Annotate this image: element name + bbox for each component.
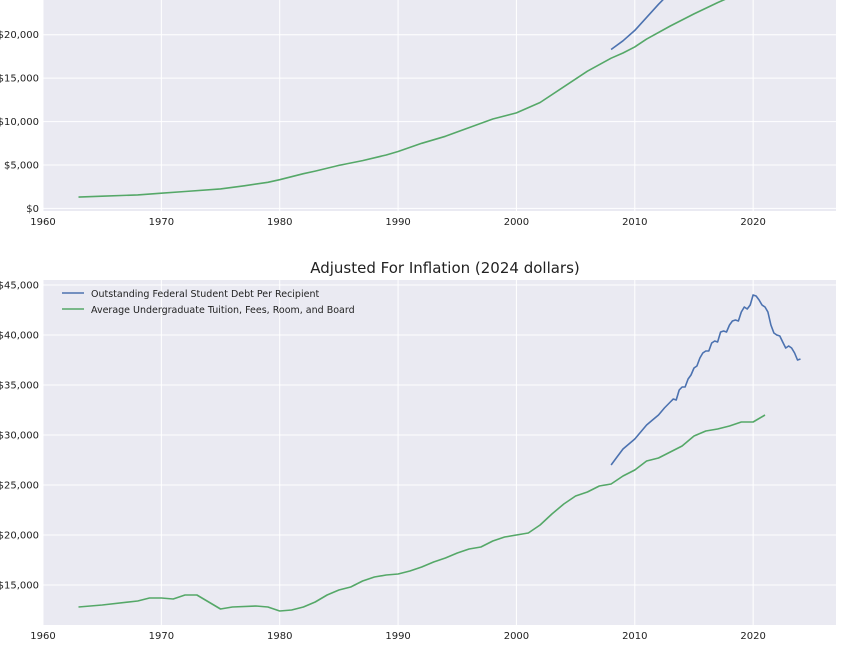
y-tick-label: $15,000 bbox=[0, 581, 39, 592]
bottom-chart-title: Adjusted For Inflation (2024 dollars) bbox=[310, 259, 580, 277]
bottom-chart-ticks: 1960 1970 1980 1990 2000 2010 2020 $15,000 $20,0… bbox=[0, 281, 766, 643]
bottom-chart-series bbox=[78, 294, 801, 612]
series-line-tuition bbox=[78, 0, 726, 198]
top-chart-series bbox=[78, 0, 726, 198]
bottom-chart-legend: Outstanding Federal Student Debt Per Rec… bbox=[62, 289, 355, 316]
x-tick-label: 1960 bbox=[30, 631, 55, 642]
bottom-chart-plot-area bbox=[43, 280, 836, 625]
y-tick-label: $45,000 bbox=[0, 281, 39, 292]
legend-label-tuition: Average Undergraduate Tuition, Fees, Roo… bbox=[91, 305, 355, 316]
x-tick-label: 2000 bbox=[504, 217, 529, 228]
y-tick-label: $0 bbox=[26, 204, 39, 215]
y-tick-label: $35,000 bbox=[0, 381, 39, 392]
x-tick-label: 2000 bbox=[504, 631, 529, 642]
x-tick-label: 2010 bbox=[622, 631, 647, 642]
x-tick-label: 1970 bbox=[149, 217, 174, 228]
top-chart-ticks: 1960 1970 1980 1990 2000 2010 2020 $0 $5,000 $10,… bbox=[0, 30, 766, 228]
series-line-tuition bbox=[78, 414, 766, 612]
x-tick-label: 1970 bbox=[149, 631, 174, 642]
legend-label-debt: Outstanding Federal Student Debt Per Rec… bbox=[91, 289, 319, 300]
top-chart-plot-area bbox=[43, 0, 836, 211]
y-tick-label: $15,000 bbox=[0, 74, 39, 85]
top-chart: 1960 1970 1980 1990 2000 2010 2020 $0 $5,000 $10,… bbox=[0, 0, 836, 228]
bottom-chart: Adjusted For Inflation (2024 dollars) 19… bbox=[0, 259, 836, 642]
x-tick-label: 1990 bbox=[385, 631, 410, 642]
y-tick-label: $40,000 bbox=[0, 331, 39, 342]
x-tick-label: 1980 bbox=[267, 217, 292, 228]
y-tick-label: $5,000 bbox=[4, 160, 39, 171]
x-tick-label: 1980 bbox=[267, 631, 292, 642]
bottom-chart-grid bbox=[42, 280, 836, 625]
y-tick-label: $30,000 bbox=[0, 431, 39, 442]
series-line-debt bbox=[610, 0, 664, 51]
x-tick-label: 2020 bbox=[740, 631, 765, 642]
x-tick-label: 1960 bbox=[30, 217, 55, 228]
series-line-debt bbox=[610, 294, 801, 466]
y-tick-label: $25,000 bbox=[0, 481, 39, 492]
x-tick-label: 2010 bbox=[622, 217, 647, 228]
x-tick-label: 1990 bbox=[385, 217, 410, 228]
y-tick-label: $20,000 bbox=[0, 531, 39, 542]
y-tick-label: $10,000 bbox=[0, 117, 39, 128]
x-tick-label: 2020 bbox=[740, 217, 765, 228]
top-chart-grid bbox=[42, 0, 836, 211]
y-tick-label: $20,000 bbox=[0, 30, 39, 41]
